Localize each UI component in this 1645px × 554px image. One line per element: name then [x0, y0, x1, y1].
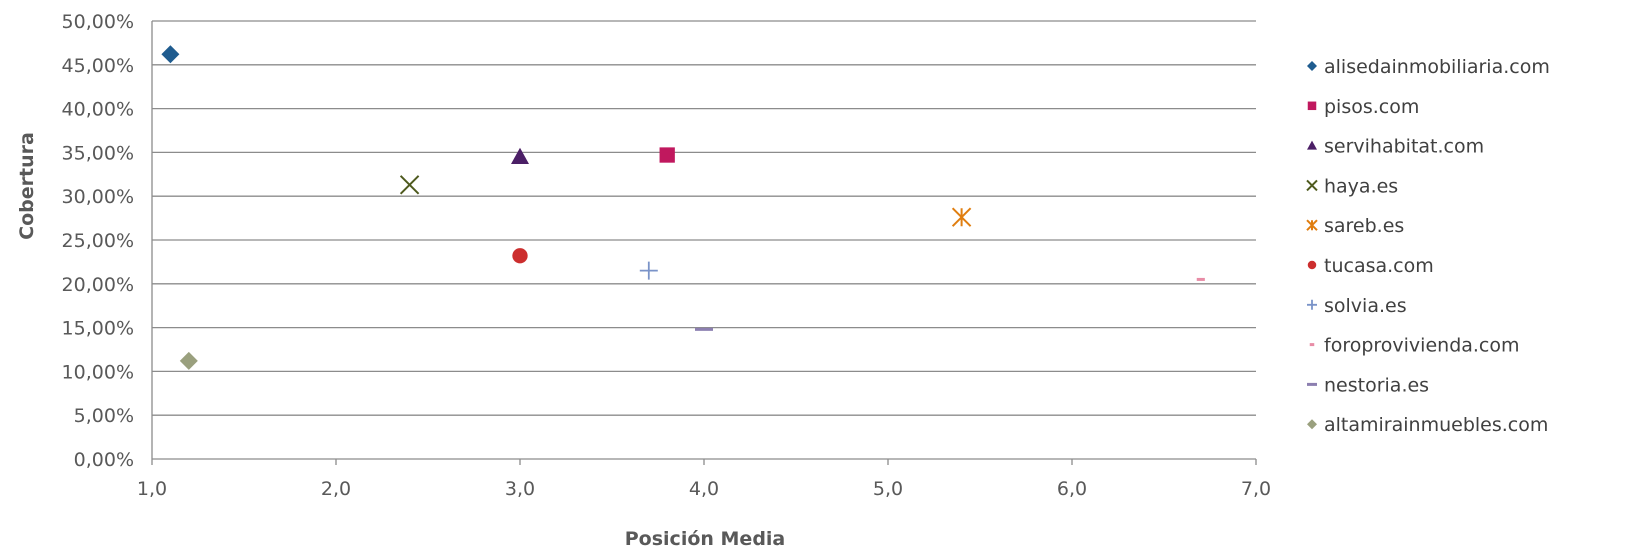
legend-marker: [1307, 260, 1317, 270]
legend-marker: [1307, 419, 1317, 430]
x-tick-label: 1,0: [137, 478, 167, 500]
legend-marker: [1309, 343, 1315, 347]
data-point: [639, 261, 658, 280]
legend-label: altamirainmuebles.com: [1324, 414, 1548, 436]
legend-marker: [1307, 140, 1317, 150]
data-point: [399, 175, 420, 195]
legend-marker: [1307, 299, 1317, 310]
data-point: [659, 147, 675, 163]
y-tick-label: 10,00%: [62, 361, 134, 383]
y-tick-label: 50,00%: [62, 11, 134, 33]
x-tick-label: 7,0: [1241, 478, 1271, 500]
grid-lines: [151, 20, 1257, 465]
data-point: [179, 351, 198, 370]
data-point: [951, 207, 972, 227]
data-point: [161, 45, 180, 64]
legend-label: servihabitat.com: [1324, 136, 1484, 158]
y-tick-label: 40,00%: [62, 99, 134, 121]
x-axis-title: Posición Media: [625, 528, 786, 550]
legend-marker: [1306, 179, 1318, 192]
legend-label: nestoria.es: [1324, 374, 1429, 396]
x-tick-label: 4,0: [689, 478, 719, 500]
x-tick-label: 6,0: [1057, 478, 1087, 500]
legend-label: solvia.es: [1324, 295, 1407, 317]
x-axis-ticks: 1,0 2,0 3,0 4,0 5,0 6,0 7,0: [137, 478, 1271, 500]
y-tick-label: 25,00%: [62, 230, 134, 252]
data-point: [512, 248, 528, 264]
y-axis-ticks: 0,00% 5,00% 10,00% 15,00% 20,00% 25,00% 30,00%…: [62, 11, 134, 471]
data-point: [511, 147, 529, 164]
legend-marker: [1307, 101, 1317, 111]
y-tick-label: 45,00%: [62, 55, 134, 77]
legend-label: haya.es: [1324, 175, 1398, 197]
y-tick-label: 15,00%: [62, 318, 134, 340]
y-tick-label: 0,00%: [74, 449, 134, 471]
data-point: [695, 327, 713, 331]
y-tick-label: 35,00%: [62, 142, 134, 164]
legend-label: alisedainmobiliaria.com: [1324, 56, 1550, 78]
data-point: [1196, 277, 1205, 281]
legend-label: tucasa.com: [1324, 255, 1434, 277]
legend-marker: [1307, 382, 1317, 386]
legend-label: foroprovivienda.com: [1324, 335, 1520, 357]
legend-label: sareb.es: [1324, 215, 1404, 237]
legend-label: pisos.com: [1324, 96, 1419, 118]
y-axis-title: Cobertura: [16, 132, 38, 240]
data-points: [161, 45, 1205, 370]
x-tick-label: 3,0: [505, 478, 535, 500]
y-tick-label: 5,00%: [74, 405, 134, 427]
legend: alisedainmobiliaria.com pisos.com servihab…: [1306, 56, 1550, 436]
y-tick-label: 20,00%: [62, 274, 134, 296]
legend-marker: [1307, 61, 1317, 71]
legend-marker: [1306, 219, 1318, 231]
x-tick-label: 5,0: [873, 478, 903, 500]
y-tick-label: 30,00%: [62, 186, 134, 208]
x-tick-label: 2,0: [321, 478, 351, 500]
